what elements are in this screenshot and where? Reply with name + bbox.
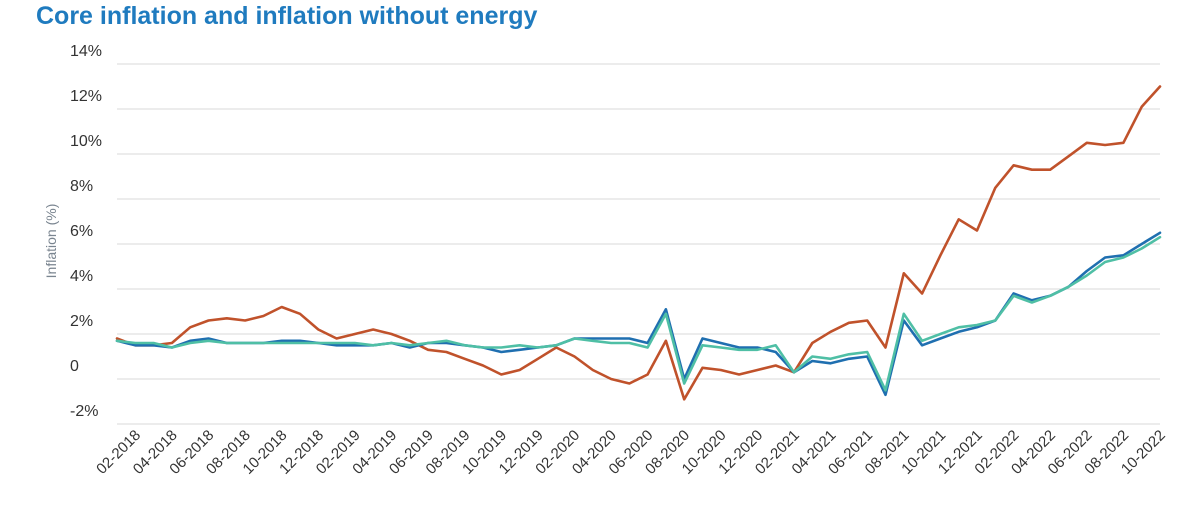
y-tick-label: -2%	[70, 403, 98, 420]
y-tick-label: 4%	[70, 268, 93, 285]
y-tick-label: 0	[70, 358, 79, 375]
gridlines	[117, 63, 1160, 425]
y-tick-label: 14%	[70, 43, 102, 60]
y-axis-label: Inflation (%)	[43, 204, 59, 279]
series-line-3	[115, 235, 1162, 392]
series-line-1	[115, 85, 1162, 401]
y-tick-label: 10%	[70, 133, 102, 150]
y-tick-label: 8%	[70, 178, 93, 195]
y-tick-label: 6%	[70, 223, 93, 240]
y-tick-label: 2%	[70, 313, 93, 330]
x-axis-ticks: 02-201804-201806-201808-201810-201812-20…	[93, 427, 1169, 478]
y-tick-label: 12%	[70, 88, 102, 105]
y-axis-ticks: -2% 0 2% 4% 6% 8% 10% 12% 14%	[70, 43, 102, 420]
series-line-2	[115, 231, 1162, 397]
chart-title: Core inflation and inflation without ene…	[36, 2, 538, 30]
series-lines	[115, 85, 1162, 401]
